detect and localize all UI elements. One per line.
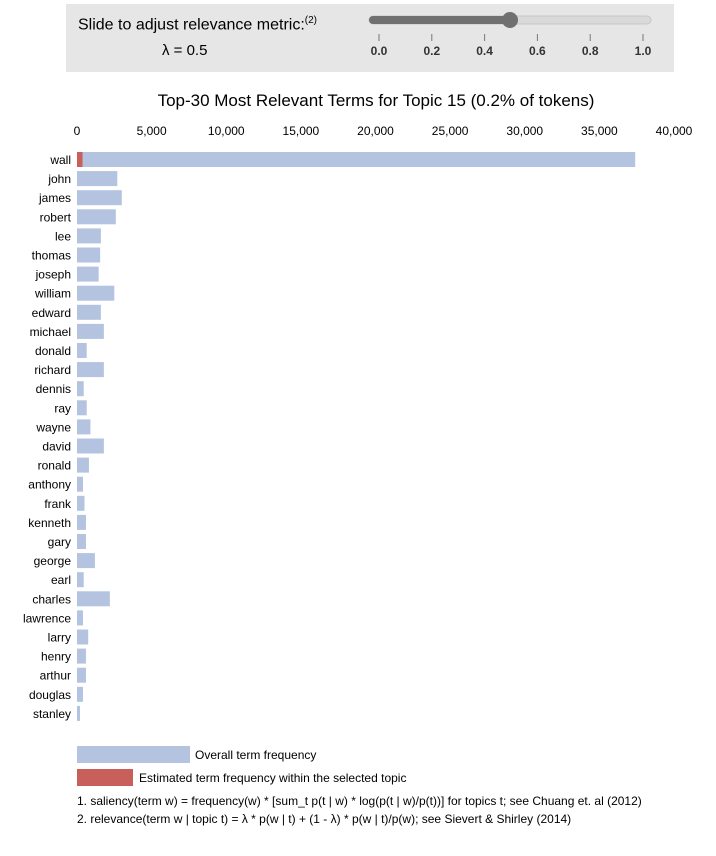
- term-label-john: john: [47, 172, 71, 186]
- term-label-stanley: stanley: [33, 707, 71, 721]
- term-label-larry: larry: [48, 631, 71, 645]
- term-label-donald: donald: [35, 344, 71, 358]
- term-label-wayne: wayne: [35, 420, 71, 434]
- term-label-david: david: [42, 440, 71, 454]
- bar-overall-john[interactable]: [77, 171, 118, 187]
- slider-tick-label: 1.0: [635, 44, 652, 58]
- bar-overall-frank[interactable]: [77, 495, 85, 511]
- term-label-gary: gary: [48, 535, 71, 549]
- footnote-relevance: 2. relevance(term w | topic t) = λ * p(w…: [77, 812, 572, 826]
- bars: [77, 152, 636, 721]
- bar-overall-lawrence[interactable]: [77, 610, 83, 626]
- bar-overall-robert[interactable]: [77, 209, 116, 225]
- term-label-james: james: [38, 191, 71, 205]
- term-label-william: william: [34, 287, 71, 301]
- term-label-robert: robert: [40, 210, 72, 224]
- term-label-earl: earl: [51, 573, 71, 587]
- bar-overall-george[interactable]: [77, 553, 95, 569]
- term-label-frank: frank: [44, 497, 72, 511]
- term-label-kenneth: kenneth: [28, 516, 71, 530]
- lambda-value: λ = 0.5: [162, 42, 208, 59]
- legend: Overall term frequency Estimated term fre…: [77, 746, 406, 786]
- footnote-saliency: 1. saliency(term w) = frequency(w) * [su…: [77, 794, 642, 808]
- bar-overall-donald[interactable]: [77, 343, 87, 358]
- x-tick-label: 10,000: [208, 124, 245, 138]
- bar-overall-douglas[interactable]: [77, 686, 83, 702]
- term-label-george: george: [34, 554, 72, 568]
- slider-tick-label: 0.4: [476, 44, 493, 58]
- x-tick-label: 40,000: [656, 124, 693, 138]
- footnote-ref: (2): [304, 15, 318, 26]
- bar-overall-william[interactable]: [77, 285, 115, 301]
- relevance-slider-panel: Slide to adjust relevance metric:(2) λ =…: [66, 4, 674, 72]
- term-label-ronald: ronald: [38, 459, 71, 473]
- term-label-anthony: anthony: [28, 478, 71, 492]
- term-label-charles: charles: [32, 592, 71, 606]
- x-tick-label: 5,000: [137, 124, 167, 138]
- bar-overall-david[interactable]: [77, 438, 104, 454]
- x-tick-label: 20,000: [357, 124, 394, 138]
- bar-overall-richard[interactable]: [77, 362, 104, 378]
- legend-label: Overall term frequency: [195, 748, 316, 762]
- bar-overall-charles[interactable]: [77, 591, 110, 607]
- bar-topic-wall[interactable]: [77, 152, 83, 167]
- bar-overall-earl[interactable]: [77, 572, 84, 588]
- bar-overall-lee[interactable]: [77, 228, 101, 244]
- bar-overall-thomas[interactable]: [77, 247, 101, 263]
- legend-swatch: [77, 769, 133, 786]
- bar-overall-larry[interactable]: [77, 629, 89, 645]
- bar-overall-arthur[interactable]: [77, 667, 86, 683]
- term-label-ray: ray: [54, 401, 71, 415]
- bar-overall-ronald[interactable]: [77, 457, 89, 473]
- slider-fill: [369, 16, 510, 24]
- bar-overall-henry[interactable]: [77, 648, 86, 664]
- chart-title: Top-30 Most Relevant Terms for Topic 15 …: [158, 91, 595, 110]
- slider-tick-label: 0.8: [582, 44, 599, 58]
- term-label-joseph: joseph: [35, 268, 71, 282]
- bar-overall-anthony[interactable]: [77, 476, 83, 492]
- slider-thumb[interactable]: [502, 12, 518, 28]
- x-tick-label: 0: [74, 124, 81, 138]
- bar-overall-edward[interactable]: [77, 304, 101, 320]
- x-tick-label: 15,000: [283, 124, 320, 138]
- bar-overall-wayne[interactable]: [77, 419, 91, 435]
- term-label-dennis: dennis: [36, 382, 71, 396]
- x-tick-label: 30,000: [506, 124, 543, 138]
- legend-swatch: [77, 746, 190, 763]
- bar-overall-michael[interactable]: [77, 323, 104, 339]
- bar-overall-ray[interactable]: [77, 400, 87, 416]
- bar-overall-gary[interactable]: [77, 534, 86, 549]
- bar-overall-joseph[interactable]: [77, 266, 99, 282]
- term-label-richard: richard: [34, 363, 71, 377]
- x-tick-label: 25,000: [432, 124, 469, 138]
- term-labels: wall john james robert lee thomas joseph willia…: [23, 153, 72, 721]
- term-label-lawrence: lawrence: [23, 611, 71, 625]
- bar-overall-kenneth[interactable]: [77, 514, 86, 530]
- bar-overall-wall[interactable]: [77, 152, 636, 167]
- term-label-wall: wall: [49, 153, 71, 167]
- term-label-thomas: thomas: [32, 249, 71, 263]
- relevance-slider[interactable]: 0.0 0.2 0.4 0.6 0.8 1.0: [368, 12, 652, 58]
- slider-tick-label: 0.0: [371, 44, 388, 58]
- bar-overall-stanley[interactable]: [77, 705, 80, 721]
- term-label-lee: lee: [55, 229, 71, 243]
- bar-overall-james[interactable]: [77, 190, 122, 206]
- bar-overall-dennis[interactable]: [77, 381, 84, 397]
- slider-label: Slide to adjust relevance metric:(2): [78, 15, 317, 34]
- x-axis: 0 5,000 10,000 15,000 20,000 25,000 30,000 35,0…: [74, 124, 693, 138]
- slider-tick-label: 0.2: [423, 44, 440, 58]
- x-tick-label: 35,000: [581, 124, 618, 138]
- term-label-michael: michael: [30, 325, 71, 339]
- slider-tick-label: 0.6: [529, 44, 546, 58]
- term-label-edward: edward: [32, 306, 71, 320]
- term-label-arthur: arthur: [40, 669, 71, 683]
- slider-label-text: Slide to adjust relevance metric:: [78, 16, 305, 34]
- legend-label: Estimated term frequency within the sele…: [139, 771, 406, 785]
- term-label-henry: henry: [41, 650, 71, 664]
- term-label-douglas: douglas: [29, 688, 71, 702]
